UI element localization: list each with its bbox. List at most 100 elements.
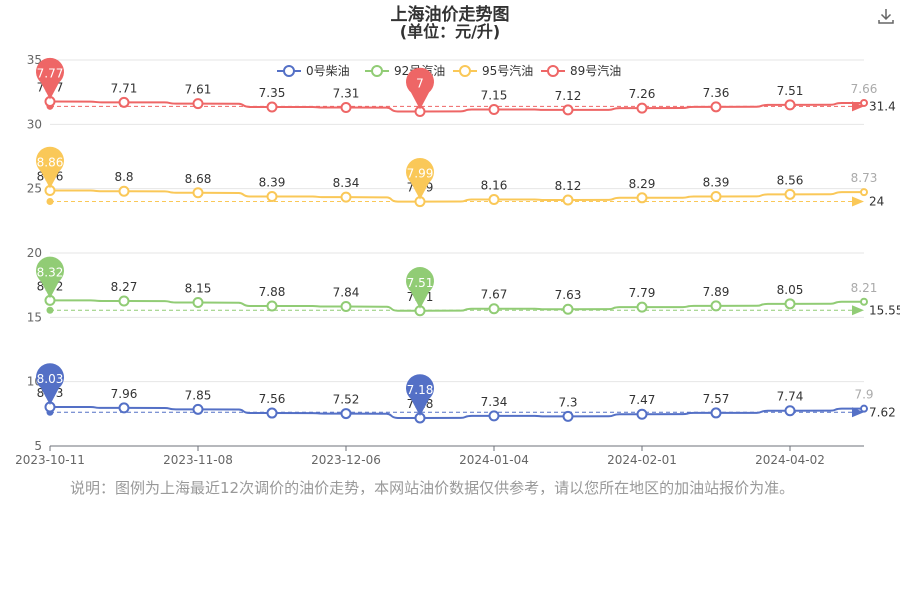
data-point xyxy=(636,301,648,313)
series-0号柴油: 7.62 8.03 7.96 7.85 7.56 7.52 7.18 7.34 7.3 7.47 7… xyxy=(36,363,896,424)
data-point xyxy=(266,407,278,419)
data-label: 7.74 xyxy=(777,390,804,404)
pin-label: 7.51 xyxy=(407,276,434,290)
data-label: 7.84 xyxy=(333,286,360,300)
data-label: 7.96 xyxy=(111,387,138,401)
data-label: 7.79 xyxy=(629,286,656,300)
grid-lines xyxy=(50,59,864,383)
data-point xyxy=(118,185,130,197)
data-label: 7.63 xyxy=(555,288,582,302)
chart-note: 说明：图例为上海最近12次调价的油价走势，本网站油价数据仅供参考，请以您所在地区… xyxy=(70,479,795,497)
data-label: 7.71 xyxy=(111,81,138,95)
pin-shape xyxy=(405,374,434,416)
data-point xyxy=(784,405,796,417)
data-label: 7.51 xyxy=(777,84,804,98)
data-label: 8.39 xyxy=(259,176,286,190)
x-tick-label: 2024-04-02 xyxy=(755,453,825,467)
legend[interactable]: 0号柴油 92号汽油 95号汽油 89号汽油 xyxy=(277,63,621,78)
data-point xyxy=(192,187,204,199)
data-label: 7.3 xyxy=(558,395,577,409)
max-pin: 8.03 xyxy=(36,363,65,406)
data-point xyxy=(192,297,204,309)
download-icon[interactable] xyxy=(876,6,896,26)
legend-marker xyxy=(371,65,383,77)
data-label: 7.26 xyxy=(629,87,656,101)
data-point xyxy=(488,303,500,315)
series-92号汽油: 15.55 8.32 8.27 8.15 7.88 7.84 7.51 7.67 7.63 7.7… xyxy=(36,256,900,317)
data-point xyxy=(340,101,352,113)
data-label: 7.31 xyxy=(333,86,360,100)
data-label: 7.89 xyxy=(703,285,730,299)
data-label: 8.29 xyxy=(629,177,656,191)
y-tick-label: 20 xyxy=(27,246,42,260)
legend-marker xyxy=(547,65,559,77)
x-tick-label: 2024-01-04 xyxy=(459,453,529,467)
data-point xyxy=(118,402,130,414)
series-89号汽油: 31.4 7.77 7.71 7.61 7.35 7.31 7 7.15 7.12 7.26 7.3… xyxy=(36,57,896,117)
series-line xyxy=(49,406,864,419)
pin-label: 7.99 xyxy=(407,167,434,181)
pin-shape xyxy=(36,256,65,299)
average-start-dot xyxy=(46,306,54,314)
x-tick-label: 2023-10-11 xyxy=(15,453,85,467)
x-tick-label: 2024-02-01 xyxy=(607,453,677,467)
min-pin: 7.51 xyxy=(405,267,434,309)
data-point xyxy=(266,101,278,113)
data-label: 7.56 xyxy=(259,392,286,406)
pin-shape xyxy=(36,146,64,189)
average-arrow xyxy=(852,101,864,112)
average-label: 15.55 xyxy=(869,303,900,317)
data-label: 7.35 xyxy=(259,86,286,100)
legend-item[interactable]: 89号汽油 xyxy=(541,63,621,78)
pin-shape xyxy=(405,267,434,309)
data-label: 7.67 xyxy=(481,288,508,302)
data-point xyxy=(266,191,278,203)
data-label: 8.68 xyxy=(185,172,212,186)
legend-label: 89号汽油 xyxy=(570,63,621,78)
data-label: 8.16 xyxy=(481,178,508,192)
legend-item[interactable]: 95号汽油 xyxy=(453,63,533,78)
average-arrow xyxy=(852,196,864,207)
data-point xyxy=(340,408,352,420)
pin-label: 8.32 xyxy=(37,265,64,279)
max-pin: 8.86 xyxy=(36,146,64,189)
data-point xyxy=(562,410,574,422)
data-point xyxy=(860,188,868,197)
average-arrow xyxy=(852,305,864,316)
max-pin: 7.77 xyxy=(36,57,65,100)
data-label: 7.61 xyxy=(185,83,212,97)
data-point xyxy=(860,404,868,413)
data-point xyxy=(784,188,796,200)
data-label: 7.34 xyxy=(481,395,508,409)
data-point xyxy=(636,408,648,420)
data-label: 8.05 xyxy=(777,283,804,297)
data-label: 7.9 xyxy=(854,388,873,402)
legend-marker xyxy=(459,65,471,77)
data-label: 8.8 xyxy=(114,170,133,184)
data-label: 7.66 xyxy=(851,82,878,96)
pin-shape xyxy=(405,67,434,110)
x-tick-label: 2023-12-06 xyxy=(311,453,381,467)
pin-shape xyxy=(405,157,434,200)
data-label: 8.12 xyxy=(555,179,582,193)
pin-label: 7.18 xyxy=(407,383,434,397)
data-label: 7.88 xyxy=(259,285,286,299)
data-label: 7.36 xyxy=(703,86,730,100)
series-line xyxy=(49,189,864,203)
y-tick-label: 25 xyxy=(27,182,42,196)
data-point xyxy=(636,102,648,114)
series-layer: 7.62 8.03 7.96 7.85 7.56 7.52 7.18 7.34 7.3 7.47 7… xyxy=(36,57,900,424)
y-tick-label: 30 xyxy=(27,117,42,131)
data-point xyxy=(192,403,204,415)
pin-label: 8.03 xyxy=(37,372,64,386)
average-label: 31.4 xyxy=(869,99,896,113)
data-point xyxy=(118,96,130,108)
legend-item[interactable]: 0号柴油 xyxy=(277,64,350,78)
data-point xyxy=(488,193,500,205)
min-pin: 7.99 xyxy=(405,157,434,200)
data-label: 7.15 xyxy=(481,89,508,103)
data-label: 7.85 xyxy=(185,388,212,402)
legend-item[interactable]: 92号汽油 xyxy=(365,63,445,78)
